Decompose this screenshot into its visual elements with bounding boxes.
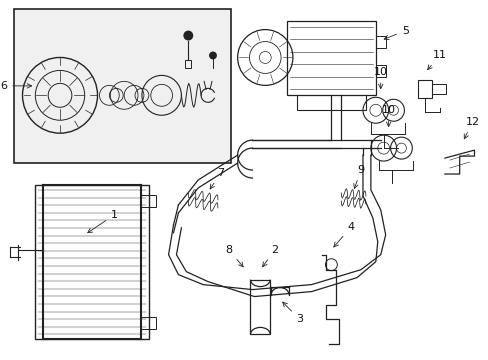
- Bar: [250, 280, 270, 334]
- Text: 2: 2: [262, 245, 278, 267]
- Bar: [14, 9, 230, 163]
- Text: 3: 3: [282, 302, 303, 324]
- Circle shape: [208, 51, 217, 59]
- Text: 12: 12: [463, 117, 479, 139]
- Text: 9: 9: [353, 165, 364, 189]
- Bar: [141, 195, 155, 207]
- Circle shape: [183, 31, 193, 41]
- Text: 10: 10: [381, 105, 395, 126]
- Text: 7: 7: [210, 168, 224, 189]
- Text: 4: 4: [333, 222, 354, 247]
- Bar: [185, 60, 191, 68]
- Bar: [35, 185, 148, 339]
- Text: 6: 6: [0, 81, 32, 91]
- Bar: [141, 318, 155, 329]
- Bar: [417, 80, 431, 98]
- Bar: [286, 21, 375, 95]
- Text: 8: 8: [225, 245, 243, 267]
- Text: 1: 1: [87, 210, 118, 233]
- Bar: [375, 36, 385, 48]
- Text: 11: 11: [427, 50, 446, 69]
- Text: 10: 10: [373, 67, 387, 89]
- Bar: [375, 66, 385, 77]
- Text: 5: 5: [384, 26, 408, 40]
